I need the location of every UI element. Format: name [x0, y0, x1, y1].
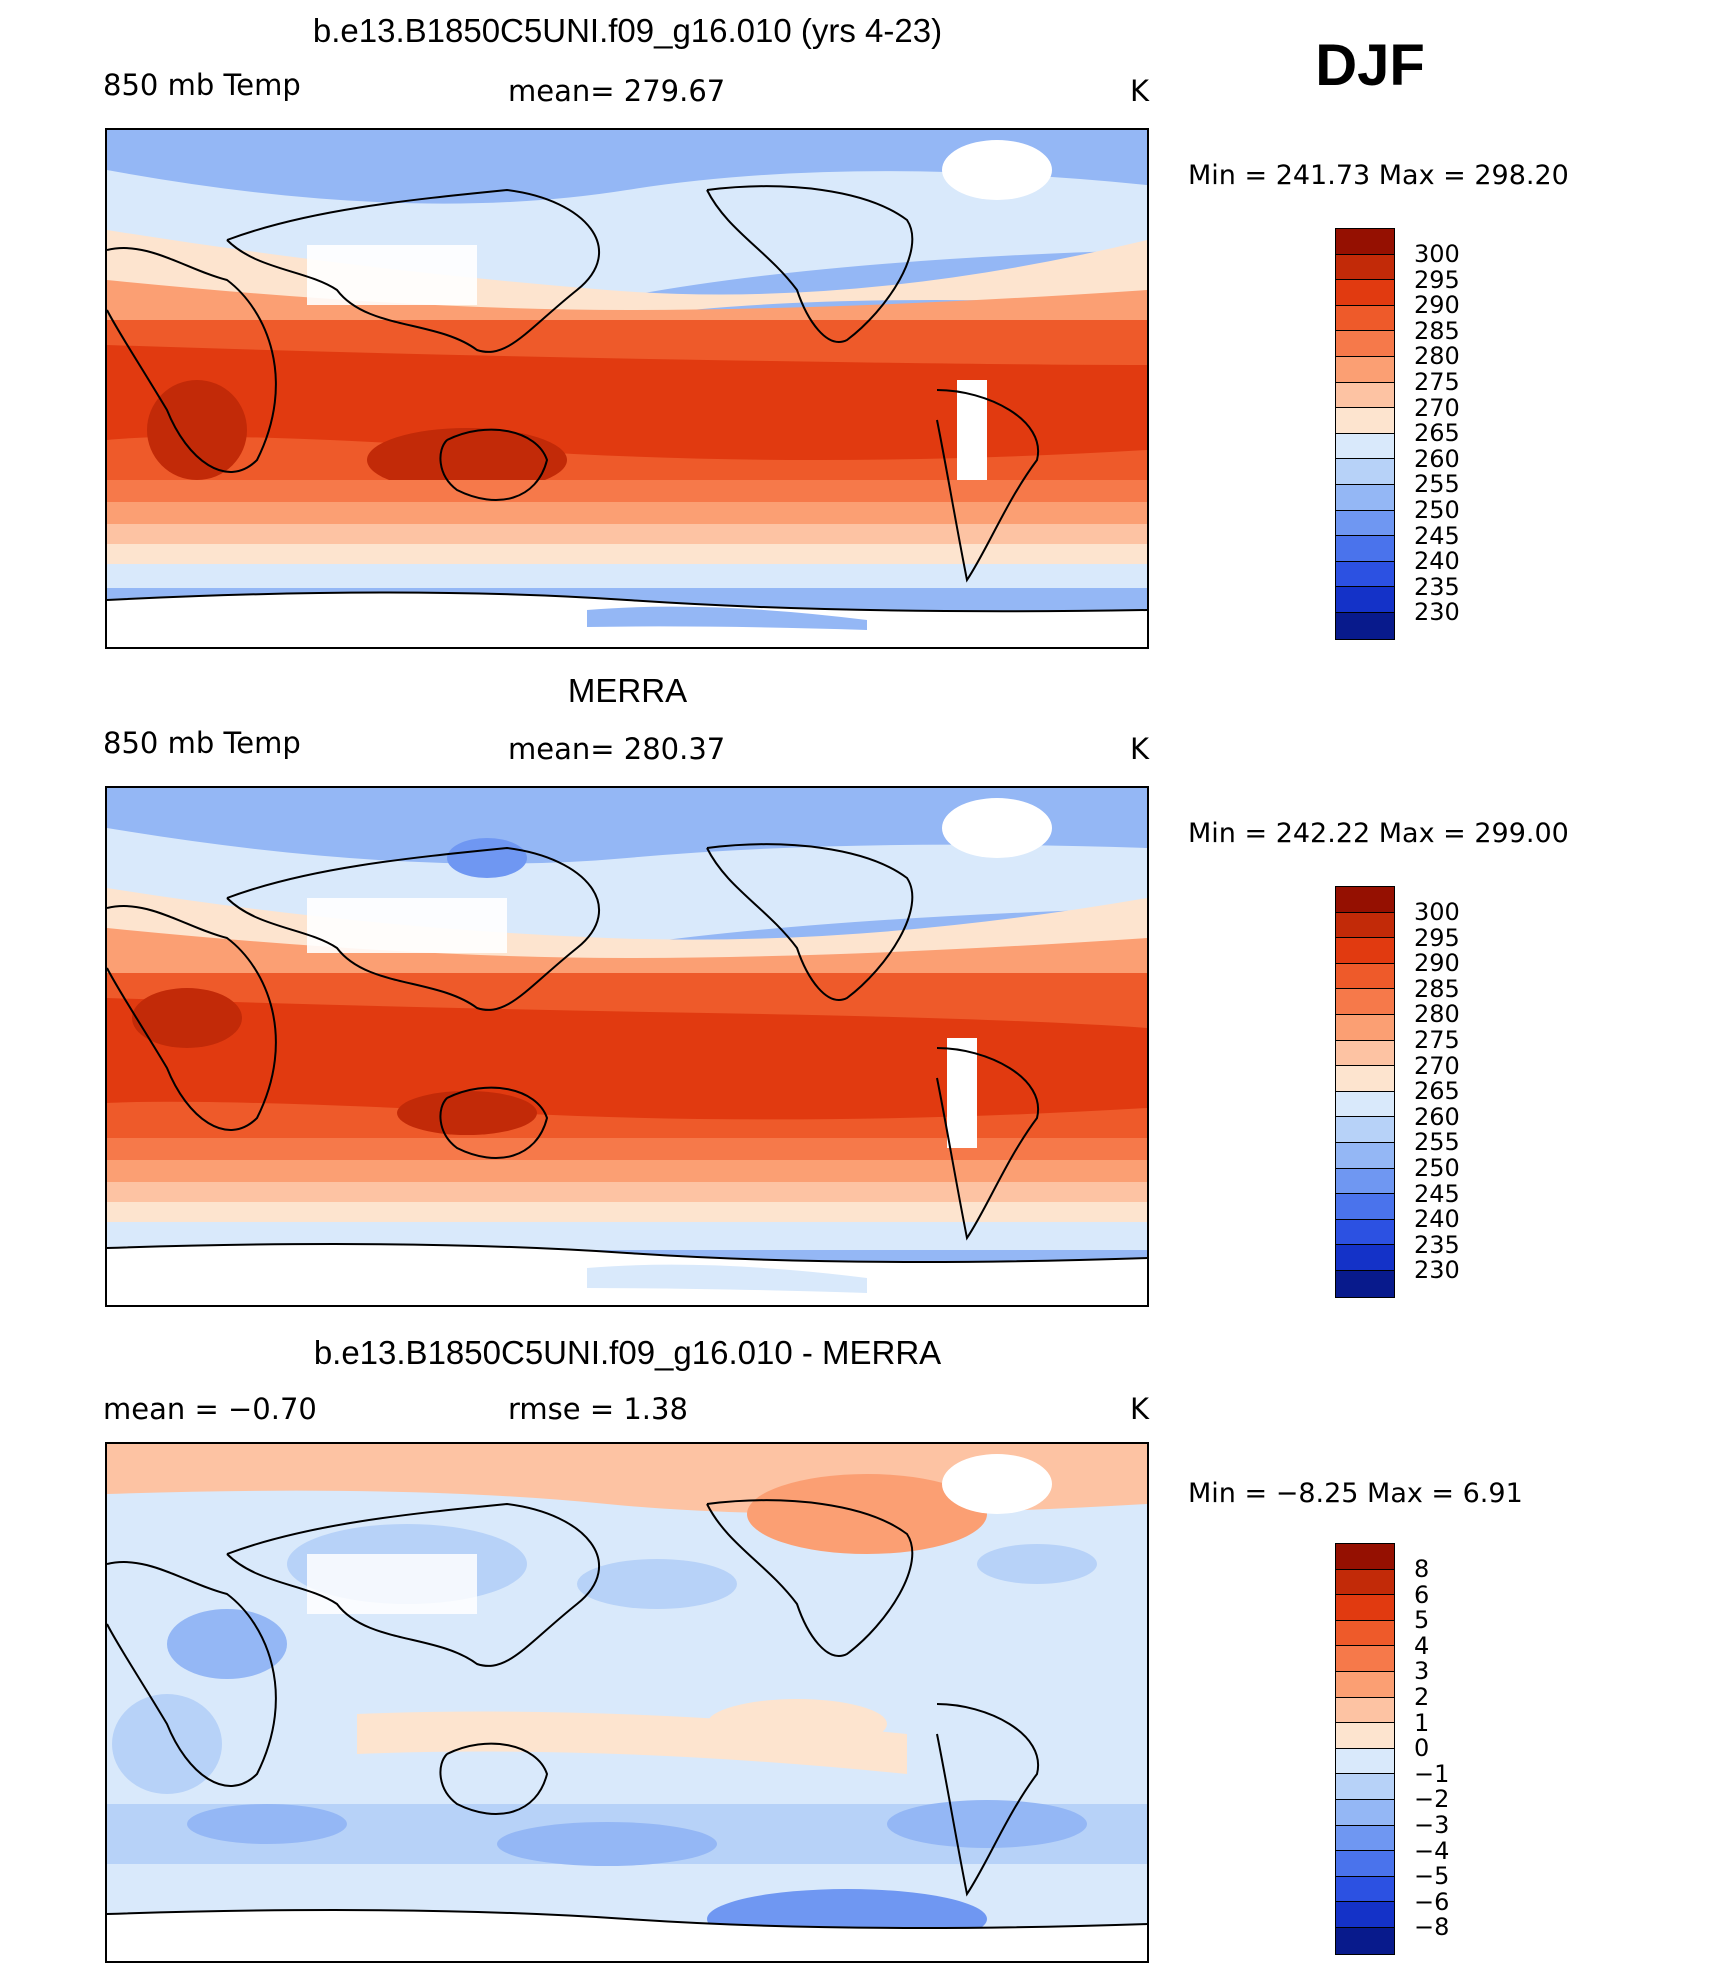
colorbar-label: 270: [1414, 1051, 1460, 1080]
colorbar-label: −2: [1414, 1785, 1450, 1814]
panel2-mean-label: mean= 280.37: [508, 732, 726, 766]
panel3-rmse-label: rmse = 1.38: [508, 1392, 688, 1426]
colorbar-label: 265: [1414, 1077, 1460, 1106]
colorbar-label: 285: [1414, 974, 1460, 1003]
panel3-mean-label: mean = −0.70: [103, 1392, 317, 1426]
colorbar-label: 3: [1414, 1657, 1430, 1686]
panel1-minmax: Min = 241.73 Max = 298.20: [1188, 160, 1569, 191]
colorbar-label: −5: [1414, 1862, 1450, 1891]
panel3-minmax: Min = −8.25 Max = 6.91: [1188, 1478, 1523, 1509]
colorbar-label: 250: [1414, 495, 1460, 524]
colorbar-label: 300: [1414, 240, 1460, 268]
colorbar-label: 270: [1414, 393, 1460, 422]
colorbar-label: −6: [1414, 1887, 1450, 1916]
colorbar-label: 245: [1414, 521, 1460, 550]
panel2-title: MERRA: [567, 672, 688, 709]
colorbar-label: 0: [1414, 1734, 1430, 1763]
panel1-map-field: [107, 130, 1147, 647]
panel2-colorbar: [1335, 886, 1395, 1298]
panel3-colorbar: [1335, 1543, 1395, 1955]
colorbar-label: 1: [1414, 1708, 1430, 1737]
panel3-colorbar-labels: 8 6 5 4 3 2 1 0 −1 −2 −3 −4 −5 −6 −8: [1414, 1557, 1449, 1941]
panel1-colorbar: [1335, 228, 1395, 640]
colorbar-label: 5: [1414, 1606, 1430, 1635]
panel1-variable-label: 850 mb Temp: [103, 68, 301, 102]
panel2-colorbar-labels: 300 295 290 285 280 275 270 265 260 255 …: [1414, 900, 1460, 1284]
colorbar-label: 275: [1414, 367, 1460, 396]
panel1-units: K: [1130, 74, 1150, 108]
panel1-map: [105, 128, 1149, 649]
panel1-title: b.e13.B1850C5UNI.f09_g16.010 (yrs 4-23): [312, 12, 943, 49]
panel3-map-field: [107, 1444, 1147, 1961]
colorbar-label: 285: [1414, 316, 1460, 345]
colorbar-label: 295: [1414, 923, 1460, 952]
colorbar-label: 8: [1414, 1555, 1430, 1583]
panel3-units: K: [1130, 1392, 1150, 1426]
panel3-map: [105, 1442, 1149, 1963]
colorbar-label: 230: [1414, 1256, 1460, 1285]
colorbar-label: 255: [1414, 1128, 1460, 1157]
colorbar-label: 280: [1414, 342, 1460, 371]
colorbar-label: 235: [1414, 1230, 1460, 1259]
colorbar-label: 260: [1414, 444, 1460, 473]
colorbar-label: 4: [1414, 1631, 1430, 1660]
colorbar-label: 265: [1414, 419, 1460, 448]
panel2-minmax: Min = 242.22 Max = 299.00: [1188, 818, 1569, 849]
colorbar-label: 260: [1414, 1102, 1460, 1131]
colorbar-label: 275: [1414, 1025, 1460, 1054]
colorbar-label: 2: [1414, 1682, 1430, 1711]
colorbar-label: 240: [1414, 547, 1460, 576]
colorbar-label: 250: [1414, 1153, 1460, 1182]
panel1-mean-label: mean= 279.67: [508, 74, 726, 108]
colorbar-label: 290: [1414, 949, 1460, 978]
colorbar-label: 6: [1414, 1580, 1430, 1609]
panel3-title: b.e13.B1850C5UNI.f09_g16.010 - MERRA: [313, 1334, 942, 1371]
panel2-units: K: [1130, 732, 1150, 766]
panel2-map: [105, 786, 1149, 1307]
colorbar-label: −4: [1414, 1836, 1450, 1865]
season-label: DJF: [1315, 33, 1425, 98]
colorbar-label: 290: [1414, 291, 1460, 320]
colorbar-label: −8: [1414, 1913, 1450, 1942]
colorbar-label: 300: [1414, 898, 1460, 926]
colorbar-label: 230: [1414, 598, 1460, 627]
colorbar-label: 280: [1414, 1000, 1460, 1029]
colorbar-label: −3: [1414, 1810, 1450, 1839]
colorbar-label: 245: [1414, 1179, 1460, 1208]
panel1-colorbar-labels: 300 295 290 285 280 275 270 265 260 255 …: [1414, 242, 1460, 626]
colorbar-label: −1: [1414, 1759, 1450, 1788]
panel2-map-field: [107, 788, 1147, 1305]
colorbar-label: 255: [1414, 470, 1460, 499]
colorbar-label: 295: [1414, 265, 1460, 294]
colorbar-label: 235: [1414, 572, 1460, 601]
panel2-variable-label: 850 mb Temp: [103, 726, 301, 760]
colorbar-label: 240: [1414, 1205, 1460, 1234]
